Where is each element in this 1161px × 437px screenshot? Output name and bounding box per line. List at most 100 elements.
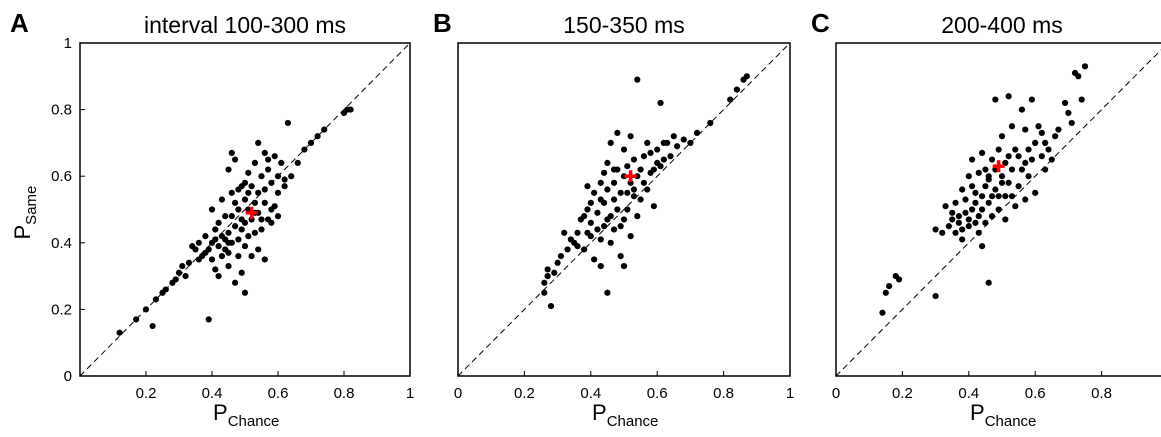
data-point (202, 233, 209, 240)
data-point (268, 179, 275, 186)
data-point (1008, 193, 1016, 200)
x-tick-label: 0.2 (514, 385, 535, 402)
data-point (581, 246, 588, 253)
data-point (232, 199, 239, 206)
data-point (975, 229, 982, 236)
data-point (634, 76, 641, 83)
y-axis-label: PSame (10, 186, 40, 240)
data-point (1005, 153, 1012, 160)
data-point (674, 143, 681, 150)
data-point (222, 213, 229, 220)
data-point (561, 229, 568, 236)
data-point (172, 276, 179, 283)
data-point (988, 193, 996, 200)
data-point (969, 183, 976, 190)
x-tick-label: 0.4 (958, 385, 979, 402)
data-point (258, 216, 265, 223)
data-point (1042, 166, 1049, 173)
data-point (1038, 129, 1045, 137)
data-point (1032, 189, 1039, 196)
identity-line (80, 43, 410, 376)
data-point (587, 219, 594, 226)
data-point (965, 223, 972, 230)
data-point (271, 153, 278, 160)
data-point (584, 206, 591, 213)
data-point (261, 256, 268, 263)
data-point (541, 289, 548, 296)
panel-letter: C (811, 8, 830, 38)
panel-title: interval 100-300 ms (144, 12, 346, 38)
data-point (235, 253, 242, 260)
identity-line (458, 43, 790, 376)
data-point (228, 149, 235, 156)
data-point (1005, 93, 1012, 100)
data-point (965, 216, 972, 223)
data-point (640, 179, 648, 186)
data-point (281, 176, 288, 183)
data-point (985, 279, 992, 286)
data-point (969, 206, 976, 213)
data-point (644, 186, 651, 193)
data-point (607, 239, 614, 246)
data-point (149, 322, 156, 330)
data-point (995, 193, 1002, 200)
mean-marker (624, 170, 637, 183)
data-point (1081, 63, 1089, 70)
data-point (241, 243, 249, 250)
data-point (600, 169, 608, 176)
data-point (624, 206, 631, 213)
data-point (1015, 153, 1022, 160)
data-point (265, 166, 272, 173)
mean-marker (245, 206, 258, 219)
x-tick-label: 0.8 (713, 385, 734, 402)
data-point (235, 236, 242, 243)
data-point (175, 269, 183, 276)
data-point (274, 173, 282, 180)
data-point (627, 233, 634, 240)
data-point (321, 126, 328, 133)
data-point (1025, 146, 1032, 153)
data-point (644, 139, 651, 146)
data-point (1015, 183, 1022, 190)
data-point (1048, 156, 1055, 163)
y-tick-label: 0.2 (51, 301, 72, 318)
data-point (650, 203, 657, 210)
data-point (587, 233, 594, 240)
data-point (591, 256, 598, 263)
data-point (212, 226, 219, 233)
x-tick-label: 0.4 (202, 385, 223, 402)
y-tick-label: 0.4 (51, 235, 72, 252)
data-point (932, 292, 939, 300)
data-point (607, 139, 614, 146)
data-point (1075, 73, 1082, 80)
data-point (248, 183, 255, 190)
data-point (657, 99, 664, 107)
data-point (630, 186, 638, 193)
data-point (988, 156, 996, 163)
data-point (241, 219, 249, 226)
panel-title: 150-350 ms (563, 12, 684, 38)
data-point (886, 282, 893, 290)
data-point (610, 226, 618, 233)
data-point (610, 166, 618, 173)
x-tick-label: 0.8 (334, 385, 355, 402)
data-point (664, 139, 671, 146)
data-point (687, 139, 694, 146)
data-point (294, 159, 301, 166)
identity-line (836, 49, 1161, 376)
data-point (1002, 193, 1009, 200)
data-point (554, 259, 561, 266)
data-point (942, 203, 949, 210)
data-point (1008, 166, 1016, 173)
data-point (228, 189, 235, 196)
data-point (604, 186, 611, 193)
x-tick-label: 0.4 (580, 385, 601, 402)
data-point (972, 189, 979, 196)
data-point (301, 146, 308, 153)
data-point (1002, 216, 1009, 223)
data-point (245, 189, 252, 196)
data-point (235, 206, 242, 213)
data-point (707, 119, 714, 127)
data-point (268, 219, 275, 226)
data-point (1055, 126, 1062, 133)
